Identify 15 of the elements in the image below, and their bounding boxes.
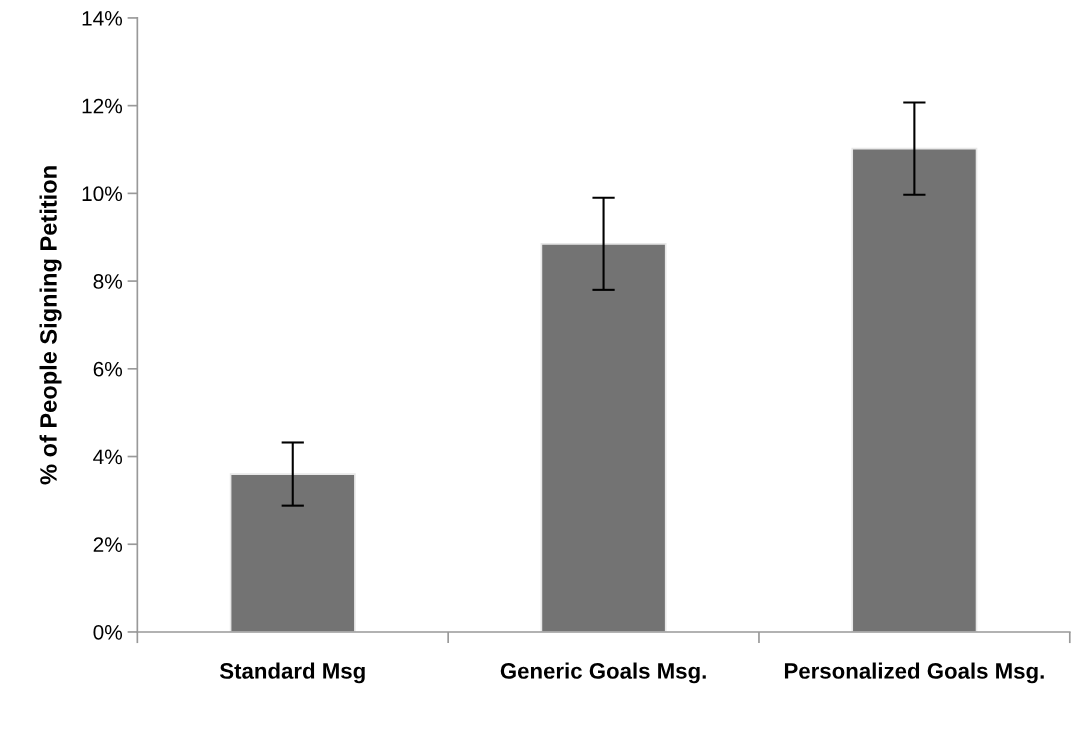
y-axis-title: % of People Signing Petition bbox=[39, 166, 62, 485]
x-tick-label: Generic Goals Msg. bbox=[500, 662, 706, 684]
y-tick-label: 2% bbox=[93, 537, 123, 552]
y-tick-label: 4% bbox=[93, 449, 123, 465]
y-tick-label: 12% bbox=[82, 98, 123, 114]
y-tick-label: 10% bbox=[82, 186, 123, 202]
y-tick-label: 14% bbox=[82, 11, 123, 26]
bar bbox=[851, 147, 978, 632]
x-tick-label: Personalized Goals Msg. bbox=[784, 662, 1044, 684]
y-tick-label: 6% bbox=[93, 361, 123, 377]
y-tick-label: 0% bbox=[93, 624, 123, 640]
bar bbox=[229, 473, 356, 632]
bar bbox=[540, 242, 667, 632]
x-tick-label: Standard Msg bbox=[219, 662, 365, 684]
y-tick-label: 8% bbox=[93, 274, 123, 289]
